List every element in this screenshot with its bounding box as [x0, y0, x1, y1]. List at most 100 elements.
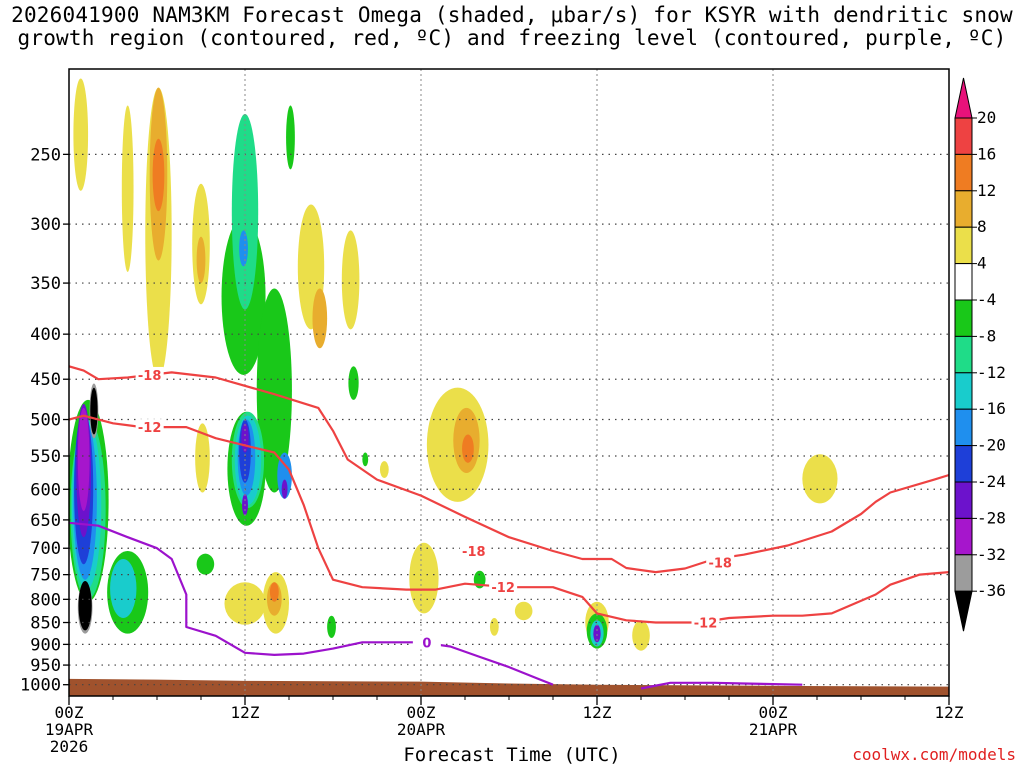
x-tick-label-12-1: 12Z — [231, 703, 260, 722]
colorbar-box-11 — [954, 481, 973, 519]
colorbar-tick-label-2: 12 — [977, 181, 996, 200]
omega-shade-0 — [73, 78, 89, 191]
y-tick-label-800: 800 — [30, 590, 61, 610]
chart-title-line-2: growth region (contoured, red, ºC) and f… — [17, 26, 1007, 50]
contour-label-bg-6 — [412, 634, 441, 650]
omega-shade-4 — [152, 138, 165, 212]
colorbar-tick-label-8: -16 — [977, 399, 1006, 418]
omega-shade-6 — [196, 236, 206, 284]
omega-shade-10 — [341, 230, 360, 330]
contour-label-6: 0 — [422, 636, 431, 651]
y-tick-label-500: 500 — [30, 411, 61, 431]
chart-title-line-1: 2026041900 NAM3KM Forecast Omega (shaded… — [11, 3, 1013, 27]
colorbar-tick-label-7: -12 — [977, 363, 1006, 382]
y-tick-label-850: 850 — [30, 614, 61, 634]
omega-shade-57 — [593, 624, 601, 643]
colorbar-tick-label-5: -4 — [977, 290, 996, 309]
colorbar-tick-label-0: 20 — [977, 108, 996, 127]
colorbar-bottom-arrow — [954, 590, 973, 632]
x-tick-label-48-2: 21APR — [749, 720, 798, 739]
omega-shade-33 — [90, 387, 98, 435]
omega-shade-15 — [239, 230, 248, 267]
contour-label-0: -18 — [138, 369, 162, 384]
y-tick-label-750: 750 — [30, 566, 61, 586]
omega-shade-35 — [78, 580, 92, 631]
omega-shade-1 — [121, 105, 134, 272]
contour-label-5: -12 — [694, 617, 718, 632]
omega-shade-49 — [462, 434, 474, 463]
contour-label-4: -18 — [708, 557, 732, 572]
omega-shade-45 — [362, 452, 369, 467]
contour-line-2 — [69, 521, 554, 686]
omega-shade-21 — [241, 423, 249, 453]
colorbar-tick-label-9: -20 — [977, 436, 1006, 455]
contour-label-bg-5 — [691, 614, 720, 630]
colorbar-box-6 — [954, 299, 973, 337]
y-tick-label-900: 900 — [30, 635, 61, 655]
y-tick-label-300: 300 — [30, 215, 61, 235]
colorbar-box-2 — [954, 153, 973, 192]
credit-link[interactable]: coolwx.com/models — [852, 745, 1016, 764]
colorbar-tick-label-4: 4 — [977, 254, 987, 273]
y-tick-label-450: 450 — [30, 370, 61, 390]
omega-shade-37 — [110, 559, 137, 618]
colorbar-box-10 — [954, 445, 973, 483]
omega-shade-14 — [231, 114, 259, 310]
x-tick-label-0-3: 2026 — [50, 737, 89, 756]
contour-label-bg-1 — [135, 419, 164, 435]
colorbar-tick-label-13: -36 — [977, 581, 1006, 600]
colorbar-tick-label-12: -32 — [977, 545, 1006, 564]
colorbar-tick-label-6: -8 — [977, 326, 996, 345]
terrain-ground — [69, 678, 949, 696]
x-tick-label-36-1: 12Z — [583, 703, 612, 722]
omega-shade-50 — [409, 542, 439, 614]
omega-shade-7 — [195, 423, 210, 493]
contour-label-bg-2 — [459, 542, 488, 558]
omega-shade-58 — [632, 620, 650, 651]
colorbar-box-1 — [954, 117, 973, 155]
colorbar-box-7 — [954, 335, 973, 374]
contour-line-0 — [69, 365, 949, 574]
x-tick-label-48-1: 00Z — [759, 703, 788, 722]
y-tick-label-650: 650 — [30, 511, 61, 531]
omega-shade-11 — [286, 105, 295, 170]
contour-line-1 — [69, 414, 949, 624]
omega-shade-52 — [489, 617, 499, 636]
omega-shade-43 — [327, 615, 336, 638]
contour-label-1: -12 — [138, 421, 162, 436]
omega-shade-42 — [269, 582, 279, 602]
y-tick-label-350: 350 — [30, 274, 61, 294]
y-tick-label-1000: 1000 — [20, 676, 61, 696]
colorbar-tick-label-11: -28 — [977, 508, 1006, 527]
contour-label-3: -12 — [491, 581, 515, 596]
colorbar-box-4 — [954, 226, 973, 265]
y-tick-label-600: 600 — [30, 480, 61, 500]
contour-label-bg-3 — [489, 579, 518, 595]
colorbar-box-8 — [954, 372, 973, 410]
contour-label-bg-0 — [135, 366, 164, 382]
colorbar-top-arrow — [954, 77, 973, 119]
omega-shade-31 — [77, 407, 90, 511]
x-tick-label-24-1: 00Z — [407, 703, 436, 722]
y-tick-label-550: 550 — [30, 447, 61, 467]
omega-shade-53 — [514, 601, 533, 621]
colorbar-box-12 — [954, 517, 973, 556]
colorbar-box-3 — [954, 190, 973, 228]
x-tick-label-0-1: 00Z — [55, 703, 84, 722]
colorbar-tick-label-3: 8 — [977, 217, 987, 236]
x-tick-label-60-1: 12Z — [935, 703, 964, 722]
colorbar-box-9 — [954, 408, 973, 447]
x-axis-label: Forecast Time (UTC) — [403, 744, 621, 766]
omega-shade-9 — [312, 288, 328, 349]
colorbar-box-5 — [954, 263, 973, 301]
y-tick-label-950: 950 — [30, 656, 61, 676]
omega-shade-59 — [802, 454, 838, 504]
colorbar-tick-label-1: 16 — [977, 144, 996, 163]
colorbar-box-13 — [954, 554, 973, 592]
y-tick-label-250: 250 — [30, 145, 61, 165]
contour-line-3 — [640, 681, 803, 690]
omega-shade-13 — [256, 288, 292, 493]
y-tick-label-400: 400 — [30, 325, 61, 345]
plot-frame — [68, 68, 950, 697]
